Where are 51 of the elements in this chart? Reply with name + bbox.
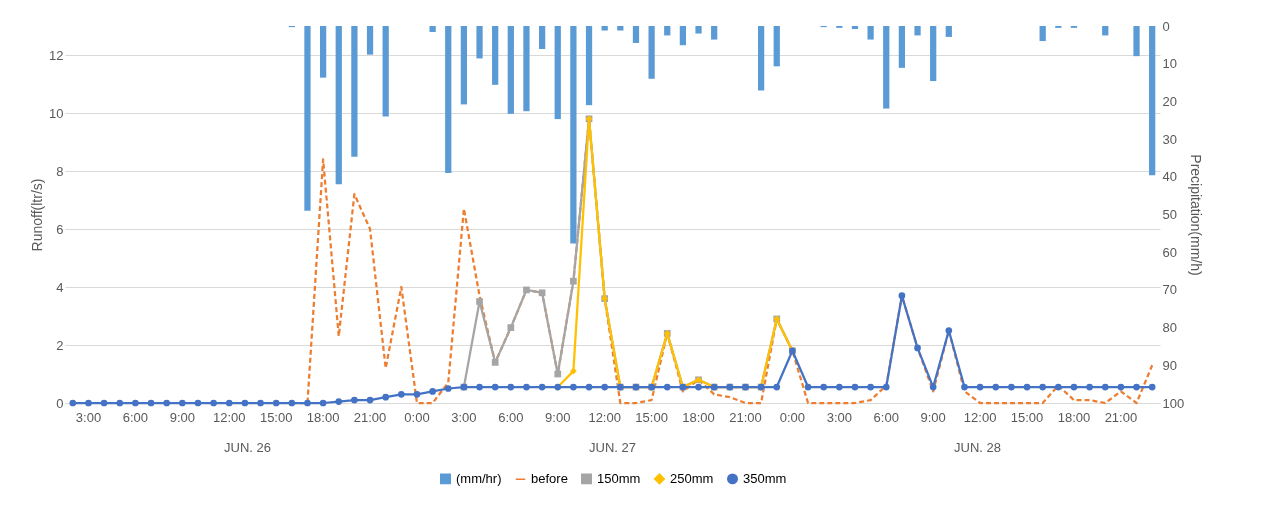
x-tick-label: 12:00 — [963, 409, 997, 425]
y-tick-label: 4 — [56, 279, 64, 295]
x-tick-label: 15:00 — [1010, 409, 1044, 425]
y2-tick-label: 90 — [1162, 357, 1177, 373]
y2-tick-label: 20 — [1162, 93, 1177, 109]
x-tick-label: 21:00 — [729, 409, 762, 425]
x-tick-label: 0:00 — [779, 409, 806, 425]
x-tick-label: 15:00 — [259, 409, 293, 425]
y-tick-label: 12 — [49, 47, 64, 63]
x-tick-label: 9:00 — [920, 409, 946, 425]
y-tick-label: 0 — [56, 395, 64, 411]
legend-label: (mm/hr) — [456, 470, 502, 486]
y-tick-label: 2 — [56, 337, 64, 353]
y-axis-title: Runoff(ltr/s) — [29, 178, 46, 252]
legend-label: 150mm — [597, 470, 641, 486]
legend-label: 350mm — [743, 470, 787, 486]
y-tick-label: 6 — [56, 221, 64, 237]
y2-tick-label: 60 — [1162, 244, 1177, 260]
x-tick-label: 12:00 — [212, 409, 246, 425]
y2-tick-label: 70 — [1162, 282, 1177, 298]
x-tick-label: 21:00 — [353, 409, 387, 425]
x-tick-label: 3:00 — [451, 409, 477, 425]
y2-tick-label: 40 — [1162, 169, 1177, 185]
x-tick-label: 15:00 — [635, 409, 668, 425]
text: JUN. 28 — [954, 440, 1001, 455]
text: JUN. 27 — [589, 440, 636, 455]
x-tick-label: 3:00 — [75, 409, 102, 425]
x-tick-label: 9:00 — [169, 409, 195, 425]
legend-label: 250mm — [670, 470, 714, 486]
y2-tick-label: 100 — [1162, 395, 1185, 411]
x-tick-label: 6:00 — [873, 409, 899, 425]
x-tick-label: 0:00 — [404, 409, 430, 425]
x-tick-label: 18:00 — [1057, 409, 1091, 425]
y-tick-label: 8 — [56, 163, 64, 179]
y2-tick-label: 10 — [1162, 56, 1177, 72]
x-tick-label: 18:00 — [306, 409, 340, 425]
x-tick-label: 9:00 — [545, 409, 571, 425]
y-tick-label: 10 — [49, 105, 64, 121]
x-tick-label: 21:00 — [1104, 409, 1138, 425]
x-tick-label: 6:00 — [498, 409, 524, 425]
y2-tick-label: 0 — [1162, 18, 1170, 34]
y2-tick-label: 30 — [1162, 131, 1177, 147]
y2-tick-label: 80 — [1162, 320, 1177, 336]
y2-tick-label: 50 — [1162, 207, 1177, 222]
y2-axis-title: Precipitation(mm/h) — [1188, 154, 1205, 276]
x-tick-label: 6:00 — [122, 409, 149, 425]
x-tick-label: 3:00 — [826, 409, 852, 425]
text: JUN. 26 — [224, 440, 271, 455]
legend-label: before — [531, 471, 568, 487]
x-tick-label: 18:00 — [682, 409, 715, 425]
x-tick-label: 12:00 — [588, 409, 621, 425]
